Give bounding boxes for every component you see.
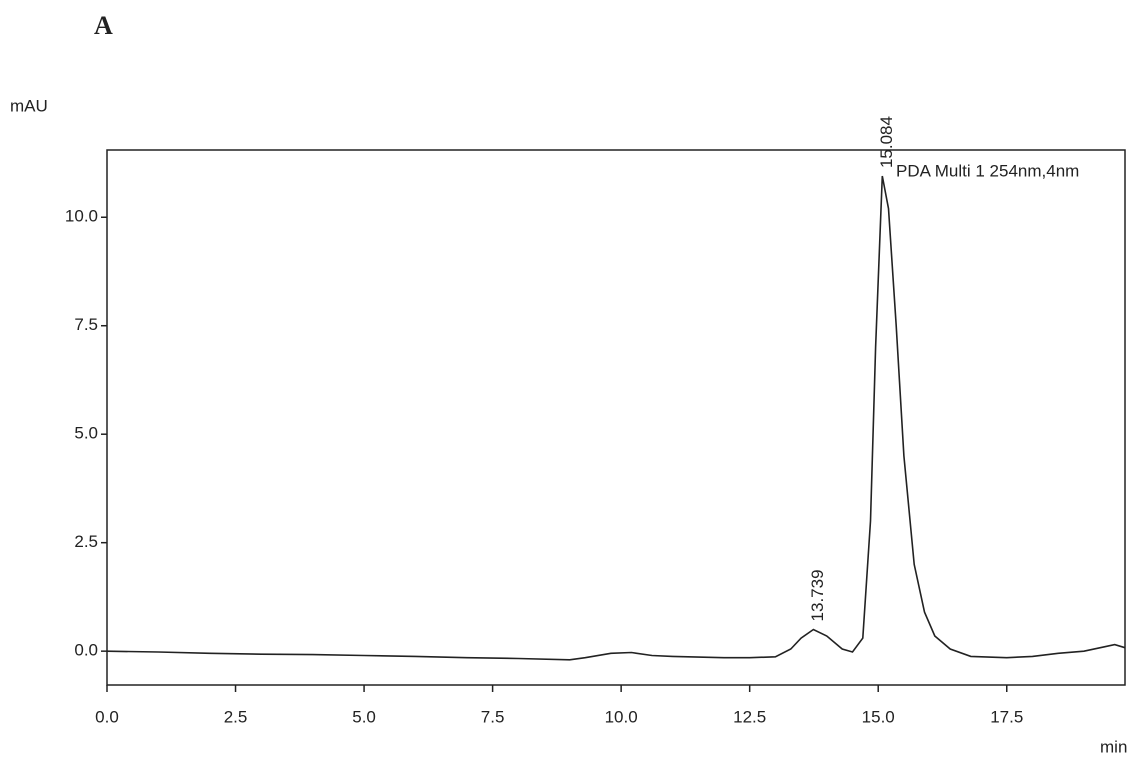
x-tick-label: 17.5 bbox=[990, 707, 1023, 726]
y-tick-label: 2.5 bbox=[74, 532, 98, 551]
x-tick-label: 15.0 bbox=[862, 707, 895, 726]
x-tick-label: 0.0 bbox=[95, 707, 119, 726]
peak-label: 15.084 bbox=[877, 116, 896, 168]
y-tick-label: 0.0 bbox=[74, 641, 98, 660]
peak-label: 13.739 bbox=[808, 569, 827, 621]
legend-text: PDA Multi 1 254nm,4nm bbox=[896, 161, 1079, 180]
chart: A mAU min PDA Multi 1 254nm,4nm 0.0 2.5 5.… bbox=[0, 0, 1129, 760]
x-tick-label: 7.5 bbox=[481, 707, 505, 726]
x-tick-label: 5.0 bbox=[352, 707, 376, 726]
y-tick-label: 7.5 bbox=[74, 315, 98, 334]
y-axis-label: mAU bbox=[10, 96, 48, 115]
y-tick-label: 5.0 bbox=[74, 424, 98, 443]
x-axis-label: min bbox=[1100, 737, 1127, 756]
x-tick-label: 2.5 bbox=[224, 707, 248, 726]
x-tick-label: 10.0 bbox=[605, 707, 638, 726]
panel-label: A bbox=[94, 11, 113, 40]
x-tick-label: 12.5 bbox=[733, 707, 766, 726]
y-tick-label: 10.0 bbox=[65, 207, 98, 226]
background bbox=[0, 0, 1129, 760]
